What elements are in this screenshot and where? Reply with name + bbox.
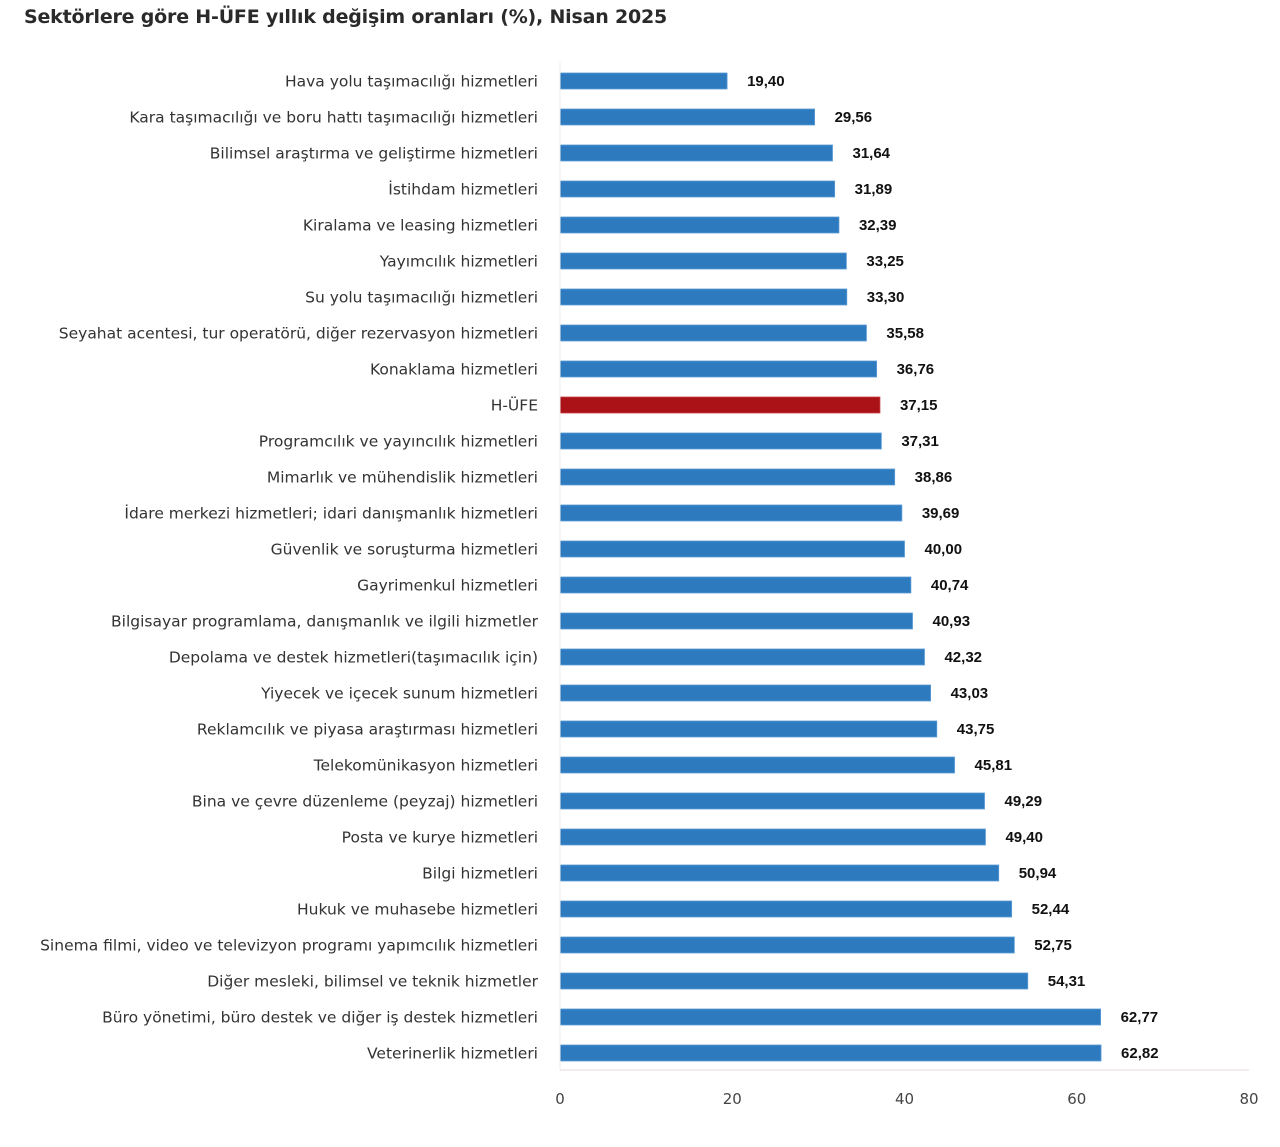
value-label: 33,30 (867, 289, 905, 306)
value-label: 43,75 (957, 721, 995, 738)
bar (559, 864, 1000, 882)
category-labels-group: Hava yolu taşımacılığı hizmetleri Kara ta… (40, 73, 539, 1063)
category-label: Hukuk ve muhasebe hizmetleri (297, 901, 538, 919)
x-axis: 0 20 40 60 80 (555, 62, 1259, 1108)
bar (559, 432, 882, 450)
category-label: Veterinerlik hizmetleri (367, 1045, 538, 1063)
category-label: Kara taşımacılığı ve boru hattı taşımacı… (129, 109, 538, 127)
value-label: 33,25 (866, 253, 904, 270)
category-label: Sinema filmi, video ve televizyon progra… (40, 937, 538, 955)
bar (559, 972, 1029, 990)
bar (559, 792, 985, 810)
value-label: 31,89 (855, 181, 893, 198)
category-label: Güvenlik ve soruşturma hizmetleri (271, 541, 538, 559)
value-label: 40,00 (925, 541, 963, 558)
bar (559, 504, 903, 522)
bar (559, 324, 867, 342)
chart-title: Sektörlere göre H-ÜFE yıllık değişim ora… (24, 6, 668, 28)
bar (559, 828, 986, 846)
category-label: Reklamcılık ve piyasa araştırması hizmet… (197, 721, 538, 739)
bar (559, 756, 955, 774)
value-label: 62,77 (1121, 1009, 1159, 1026)
value-label: 36,76 (897, 361, 935, 378)
category-label: Mimarlık ve mühendislik hizmetleri (267, 469, 538, 487)
category-label: Yiyecek ve içecek sunum hizmetleri (260, 685, 538, 703)
value-label: 29,56 (835, 109, 873, 126)
category-label: Seyahat acentesi, tur operatörü, diğer r… (59, 325, 538, 343)
category-label: Diğer mesleki, bilimsel ve teknik hizmet… (207, 973, 538, 991)
category-label: Su yolu taşımacılığı hizmetleri (305, 289, 538, 307)
category-label: Posta ve kurye hizmetleri (342, 829, 538, 847)
bar (559, 720, 938, 738)
bar (559, 1044, 1102, 1062)
category-label: Bilgisayar programlama, danışmanlık ve i… (111, 613, 539, 631)
bar (559, 216, 840, 234)
value-label: 31,64 (852, 145, 890, 162)
value-label: 49,29 (1005, 793, 1043, 810)
bar (559, 648, 925, 666)
bar (559, 288, 848, 306)
value-label: 52,44 (1032, 901, 1070, 918)
value-label: 52,75 (1034, 937, 1072, 954)
category-label: İstihdam hizmetleri (388, 180, 538, 199)
bar-highlight (559, 396, 881, 414)
bar (559, 252, 847, 270)
value-label: 49,40 (1005, 829, 1043, 846)
bar (559, 684, 931, 702)
category-label: Depolama ve destek hizmetleri(taşımacılı… (169, 649, 538, 667)
value-label: 38,86 (915, 469, 953, 486)
bar (559, 180, 836, 198)
category-label: Yayımcılık hizmetleri (379, 253, 538, 271)
category-label: Hava yolu taşımacılığı hizmetleri (285, 73, 538, 91)
value-label: 40,93 (933, 613, 971, 630)
value-label: 37,15 (900, 397, 938, 414)
bar (559, 468, 896, 486)
category-label: Konaklama hizmetleri (370, 361, 538, 379)
value-label: 39,69 (922, 505, 960, 522)
x-tick-label: 40 (895, 1090, 914, 1108)
value-label: 50,94 (1019, 865, 1057, 882)
value-label: 32,39 (859, 217, 897, 234)
bar (559, 576, 912, 594)
bar (559, 936, 1015, 954)
value-label: 19,40 (747, 73, 785, 90)
value-label: 35,58 (886, 325, 924, 342)
bar (559, 1008, 1102, 1026)
bar (559, 108, 815, 126)
category-label: Kiralama ve leasing hizmetleri (303, 217, 538, 235)
x-tick-label: 60 (1067, 1090, 1086, 1108)
value-label: 37,31 (901, 433, 939, 450)
category-label: Telekomünikasyon hizmetleri (313, 757, 538, 775)
value-label: 62,82 (1121, 1045, 1159, 1062)
category-label: Büro yönetimi, büro destek ve diğer iş d… (102, 1009, 538, 1027)
x-tick-label: 20 (723, 1090, 742, 1108)
value-label: 54,31 (1048, 973, 1086, 990)
bar (559, 900, 1013, 918)
category-label: İdare merkezi hizmetleri; idari danışman… (124, 504, 538, 523)
category-label: Bina ve çevre düzenleme (peyzaj) hizmetl… (192, 793, 538, 811)
value-label: 45,81 (975, 757, 1013, 774)
bar (559, 360, 877, 378)
category-label: Gayrimenkul hizmetleri (357, 577, 538, 595)
bars-group (559, 72, 1102, 1062)
value-labels-group: 19,40 29,56 31,64 31,89 32,39 33,25 33,30 35,58… (747, 73, 1159, 1062)
bar (559, 540, 905, 558)
x-tick-label: 80 (1239, 1090, 1258, 1108)
bar (559, 612, 913, 630)
value-label: 40,74 (931, 577, 969, 594)
category-label: H-ÜFE (491, 396, 538, 415)
value-label: 43,03 (951, 685, 989, 702)
bar (559, 72, 728, 90)
bar (559, 144, 833, 162)
x-tick-label: 0 (555, 1090, 565, 1108)
category-label: Bilgi hizmetleri (422, 865, 538, 883)
category-label: Programcılık ve yayıncılık hizmetleri (259, 433, 538, 451)
value-label: 42,32 (944, 649, 982, 666)
category-label: Bilimsel araştırma ve geliştirme hizmetl… (210, 145, 538, 163)
